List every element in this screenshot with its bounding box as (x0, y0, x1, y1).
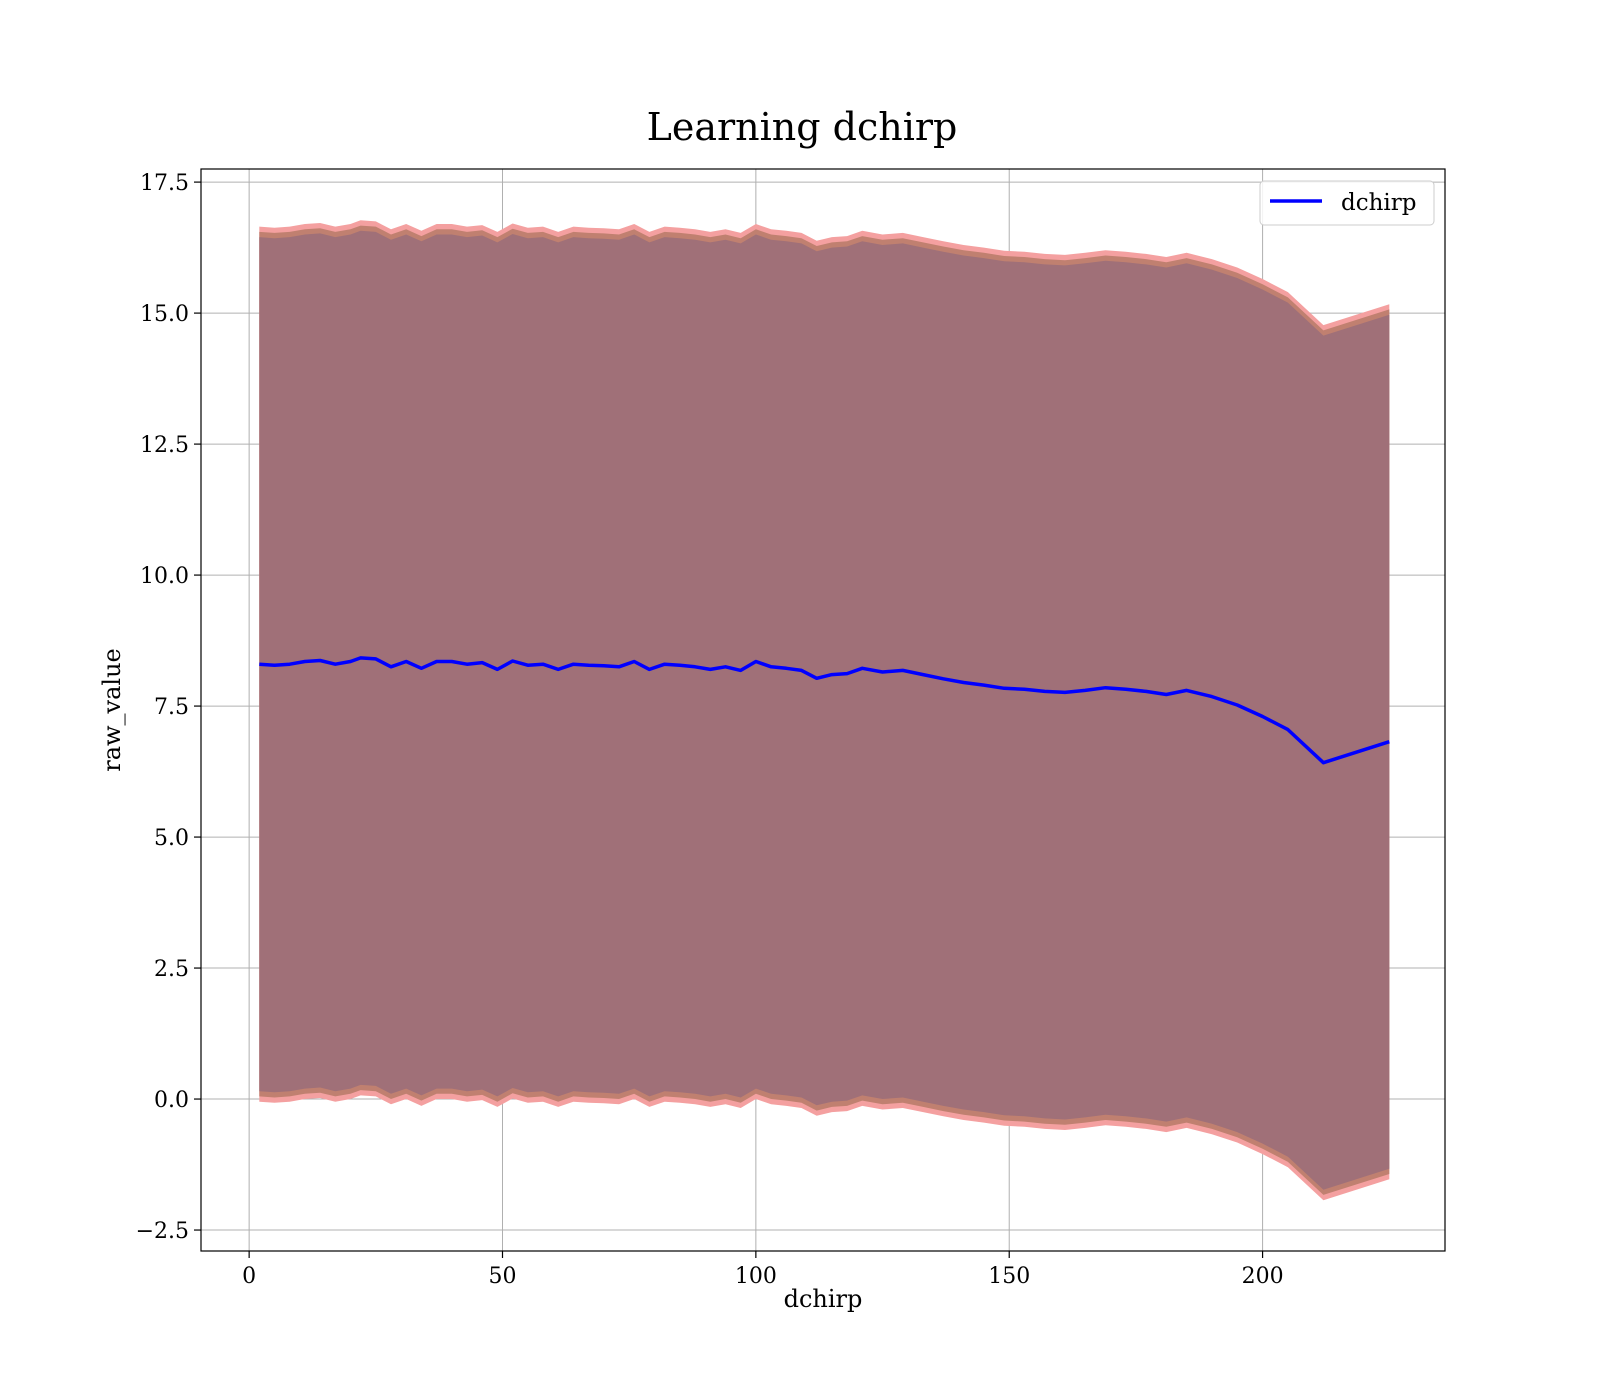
y-tick-label: 2.5 (154, 957, 189, 982)
x-tick-label: 150 (988, 1264, 1030, 1289)
x-tick-label: 0 (242, 1264, 256, 1289)
x-tick-label: 200 (1242, 1264, 1284, 1289)
y-tick-label: 10.0 (140, 564, 189, 589)
y-tick-label: 5.0 (154, 826, 189, 851)
legend: dchirp (1259, 180, 1435, 226)
y-axis-label: raw_value (98, 648, 126, 772)
uncertainty-bands (259, 220, 1390, 1201)
legend-label-dchirp: dchirp (1341, 190, 1417, 216)
y-tick-label: 7.5 (154, 695, 189, 720)
y-tick-label: 15.0 (140, 302, 189, 327)
y-tick-label: 0.0 (154, 1088, 189, 1113)
axis-ticks: 0 50 100 150 200 −2.5 0.0 2.5 5.0 7.5 10.0 12.5 15.0… (136, 171, 1284, 1289)
series-line-dchirp (259, 656, 1390, 765)
y-tick-label: 12.5 (140, 433, 189, 458)
chart-title: Learning dchirp (647, 105, 958, 149)
legend-box (1259, 180, 1435, 226)
plot-frame (200, 168, 1446, 1252)
y-tick-label: 17.5 (140, 171, 189, 196)
y-tick-label: −2.5 (136, 1219, 189, 1244)
x-tick-label: 50 (488, 1264, 516, 1289)
x-tick-label: 100 (735, 1264, 777, 1289)
band-inner (259, 230, 1390, 1190)
series-lines (259, 656, 1390, 765)
x-axis-label: dchirp (784, 1285, 863, 1313)
